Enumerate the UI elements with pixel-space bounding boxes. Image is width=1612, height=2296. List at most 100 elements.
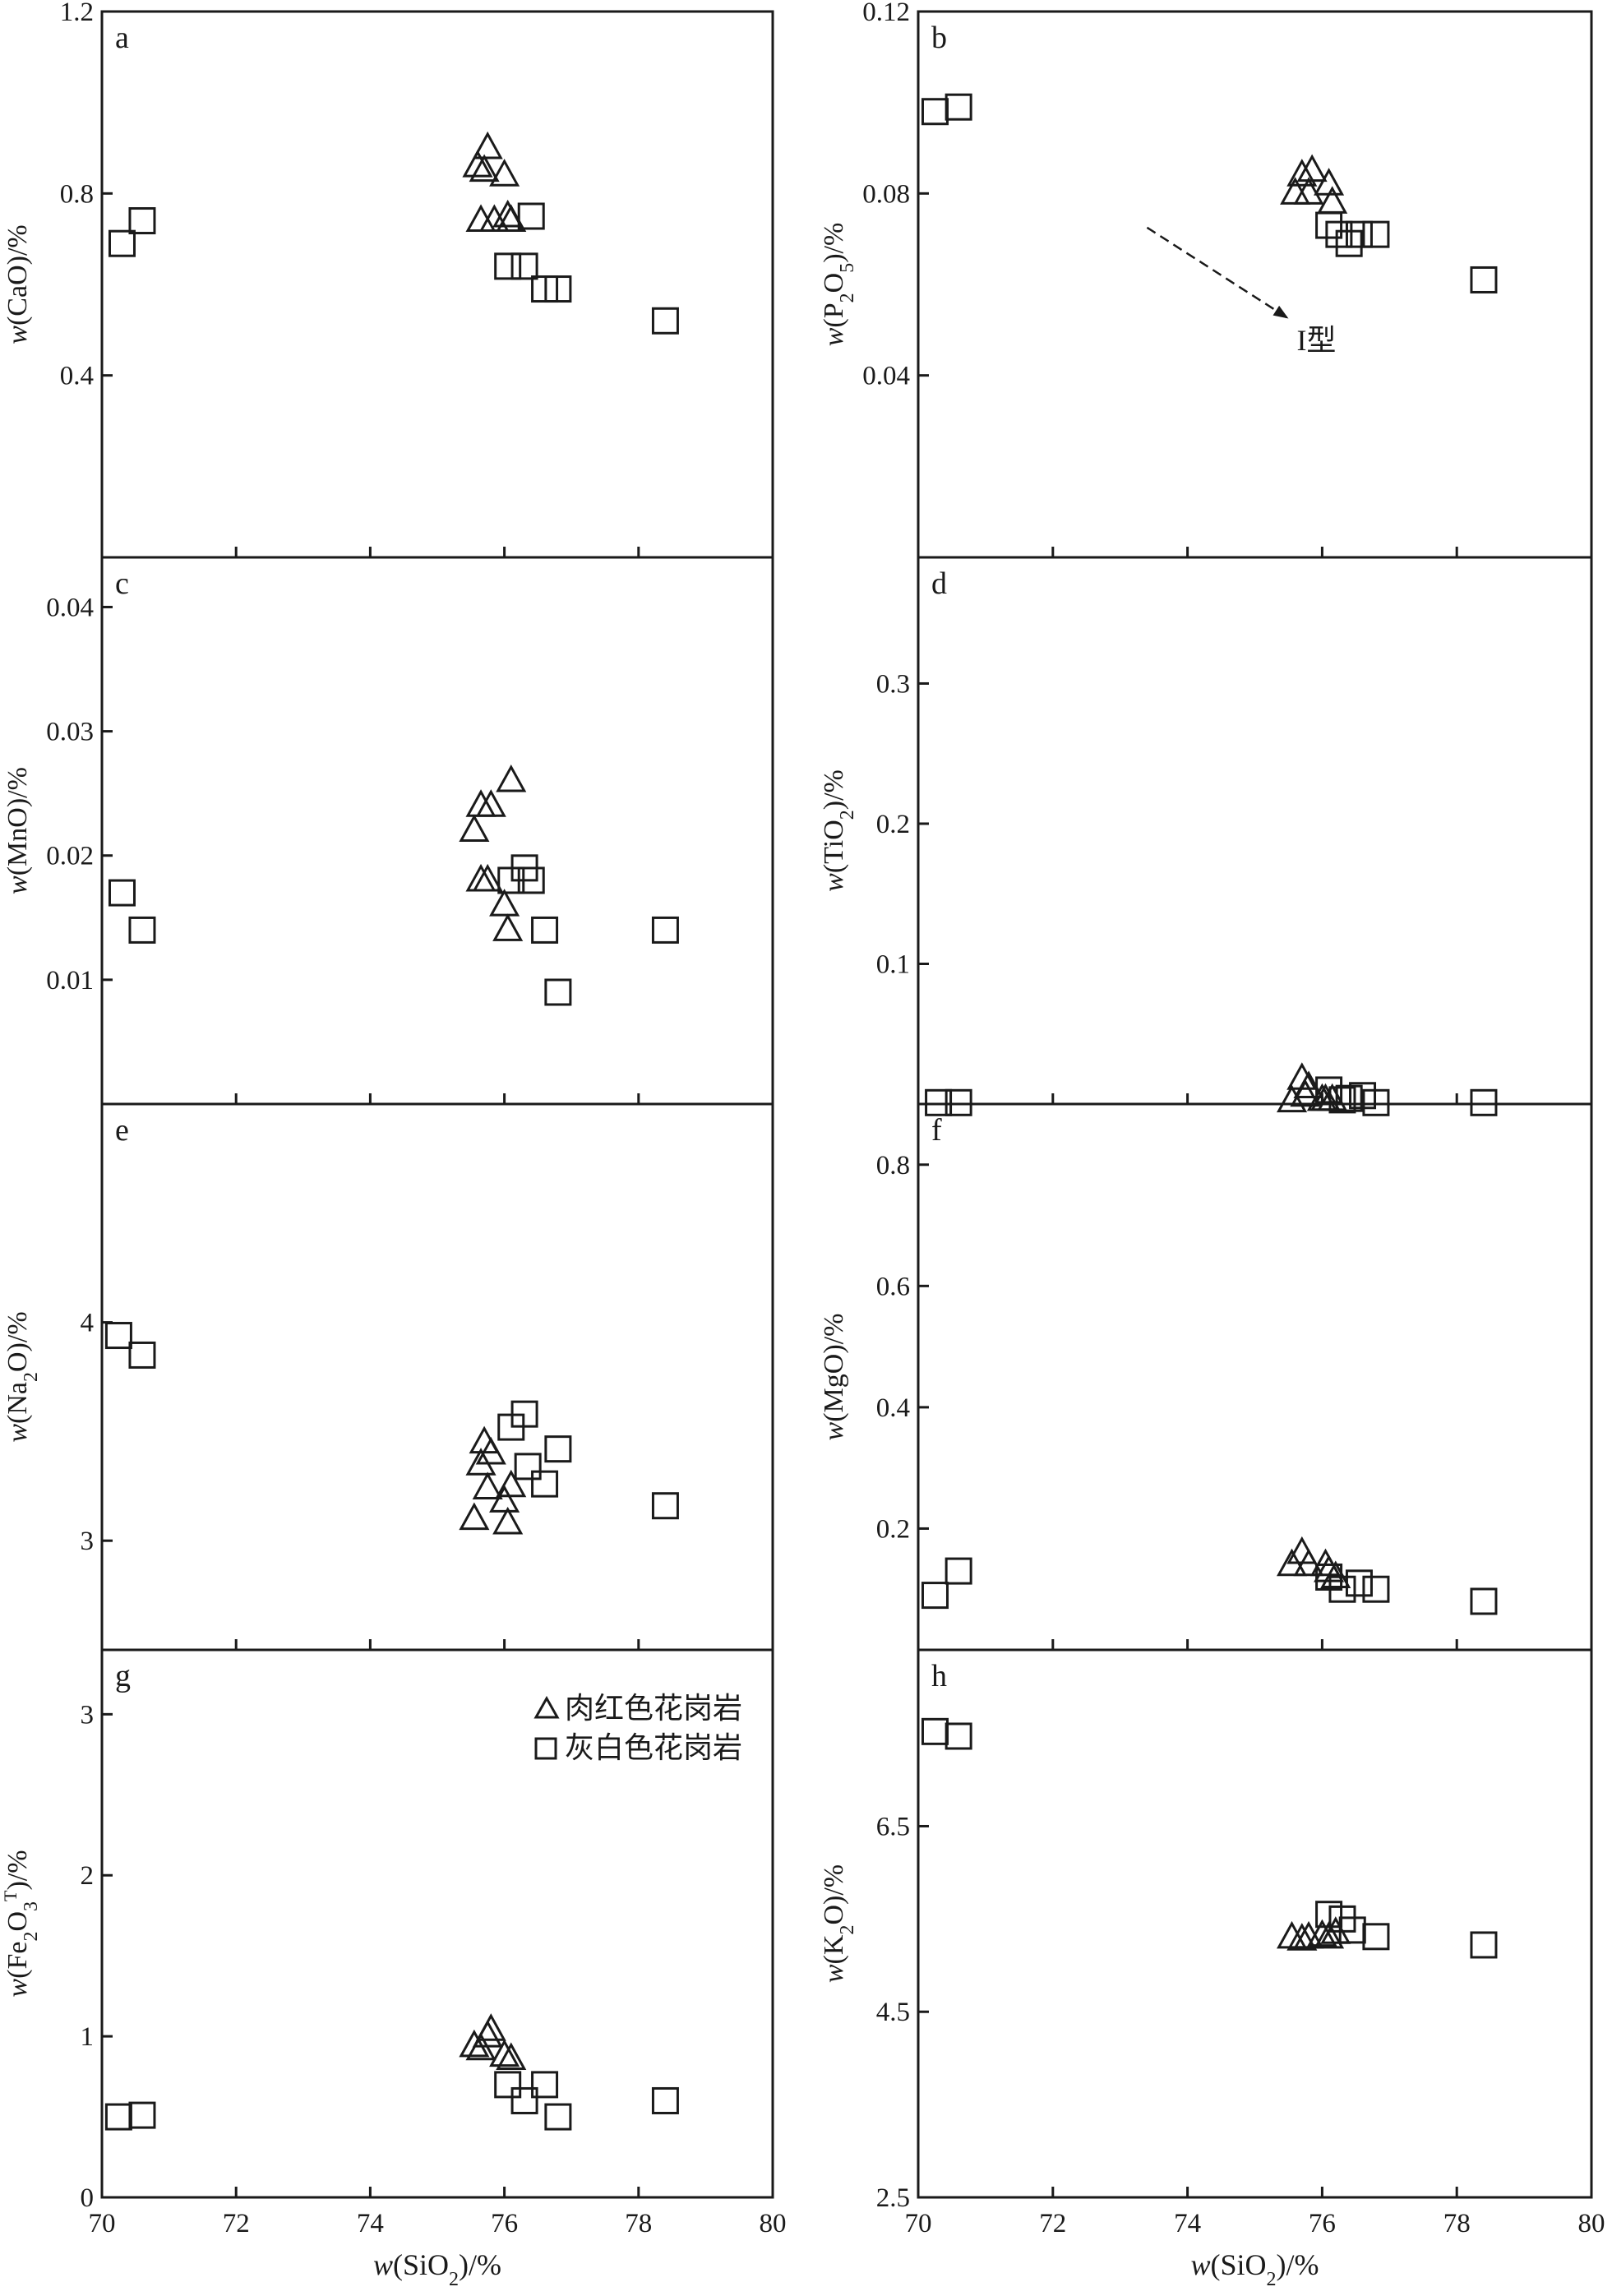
legend-label-series-2: 灰白色花岗岩 [565,1731,742,1765]
panel-c-plot-frame [100,556,774,1106]
panel-g-y-tick-label: 0 [81,2183,95,2213]
panel-d-square-point [1328,1086,1356,1114]
panel-h-y-tick-label: 2.5 [876,2183,910,2213]
legend-square-marker [534,1737,557,1760]
panel-a-y-tick-label: 0.4 [60,362,94,391]
legend: 肉红色花岗岩 灰白色花岗岩 [533,1692,742,1765]
panel-c-y-tick-label: 0.03 [46,718,94,747]
panel-e-square-point [531,1470,559,1498]
panel-e-y-axis-label: w(Na2O)/% [2,1311,42,1442]
panel-h-y-tick-label: 6.5 [876,1812,910,1841]
panel-h-square-point [1470,1931,1498,1959]
panel-h-y-axis-label: w(K2O)/% [819,1864,858,1983]
panel-e-y-tick-label: 4 [81,1309,95,1338]
panel-h-triangle-point [1314,1920,1345,1949]
panel-c-square-point [531,916,559,944]
panel-g-triangle-point [475,2013,506,2041]
panel-f-letter: f [931,1113,942,1148]
panel-f-y-tick-label: 0.4 [876,1393,910,1423]
panel-e-triangle-point [469,1425,500,1454]
panel-c-triangle-point [459,814,490,842]
panel-a-triangle-point [478,204,510,233]
panel-d-y-tick-label: 0.2 [876,810,910,839]
panel-e-y-tick-label: 3 [81,1527,95,1556]
legend-label-series-1: 肉红色花岗岩 [565,1692,742,1725]
panel-e: e 3 4 w(Na2O)/% [2,1102,774,1652]
panel-g-triangle-point [496,2042,527,2071]
panel-d-square-point [925,1088,953,1116]
panel-g-y-axis-label: w(Fe2O3T)/% [0,1850,42,1997]
panel-h-x-axis-label: w(SiO2)/% [1190,2248,1319,2290]
panel-d-y-tick-label: 0.1 [876,949,910,979]
panel-g-plot-frame [100,1648,774,2199]
panel-c-triangle-point [496,764,527,792]
panel-e-square-point [544,1435,572,1463]
panel-d-plot-frame [917,556,1593,1106]
panel-g-square-point [651,2086,679,2114]
panel-b-square-point [1470,266,1498,293]
panel-d-triangle-point [1317,1083,1348,1111]
panel-a-square-point [128,207,156,235]
panel-c-triangle-point [472,863,503,892]
panel-e-triangle-point [489,1485,520,1513]
panel-f: f 0.2 0.4 0.6 0.8 w(MgO)/% [819,1102,1593,1652]
panel-b-square-point [1335,229,1363,257]
panel-g-square-point [104,2103,132,2131]
panel-e-triangle-point [465,1448,497,1476]
panel-g-y-tick-label: 2 [81,1861,95,1891]
panel-b-triangle-point [1293,177,1324,205]
panel-e-triangle-point [472,1471,503,1499]
panel-c-square-point [108,879,136,907]
panel-b-annotation-text: I型 [1296,324,1336,357]
panel-e-square-point [104,1322,132,1350]
panel-a: a 0.4 0.8 1.2 w(CaO)/% [2,0,774,559]
panel-c-letter: c [115,566,129,601]
panel-c-square-point [128,916,156,944]
panel-a-square-point [544,275,572,303]
panel-b-square-point [921,98,949,126]
panel-c-triangle-point [492,913,524,941]
panel-e-square-point [510,1400,538,1428]
panel-b-y-tick-label: 0.04 [862,362,910,391]
legend-triangle-marker [533,1695,560,1719]
panel-a-triangle-point [492,199,524,228]
panel-h-letter: h [931,1659,947,1693]
panel-e-plot-frame [100,1102,774,1652]
panel-d-letter: d [931,566,947,601]
panel-a-triangle-point [489,159,520,187]
panel-f-square-point [945,1557,972,1585]
panel-f-y-tick-label: 0.8 [876,1151,910,1180]
panel-e-square-point [651,1492,679,1520]
panel-h-y-tick-label: 4.5 [876,1998,910,2027]
panel-h-square-point [921,1717,949,1745]
panel-h-x-tick-label: 78 [1443,2209,1471,2238]
panel-f-triangle-point [1293,1548,1324,1577]
panel-c-triangle-point [489,889,520,917]
panel-a-triangle-point [462,150,493,178]
panel-g-x-tick-label: 78 [625,2209,652,2238]
panel-h-x-tick-label: 72 [1039,2209,1066,2238]
panel-e-triangle-point [496,1469,527,1498]
panel-g-triangle-point [459,2029,490,2058]
panel-h-plot-frame [917,1648,1593,2199]
panel-b-square-point [1325,220,1353,248]
panel-b: b 0.04 0.08 0.12 w(P2O5)/% I型 [819,0,1593,559]
panel-c-square-point [651,916,679,944]
panel-d-y-axis-label: w(TiO2)/% [819,769,858,892]
panel-b-triangle-point [1286,159,1318,187]
panel-h-triangle-point [1277,1920,1308,1949]
panel-g-square-point [544,2103,572,2131]
panel-h-x-tick-label: 80 [1578,2209,1605,2238]
panel-a-square-point [108,229,136,257]
panel-f-square-point [921,1582,949,1610]
panel-c-y-tick-label: 0.02 [46,842,94,871]
panel-g-x-tick-label: 76 [491,2209,518,2238]
panel-g-square-point [494,2071,522,2099]
panel-b-square-point [1315,211,1343,239]
panel-e-square-point [128,1341,156,1369]
panel-d-square-point [945,1088,972,1116]
panel-f-square-point [1328,1575,1356,1603]
panel-g-letter: g [115,1659,131,1693]
panel-a-square-point [517,202,545,230]
